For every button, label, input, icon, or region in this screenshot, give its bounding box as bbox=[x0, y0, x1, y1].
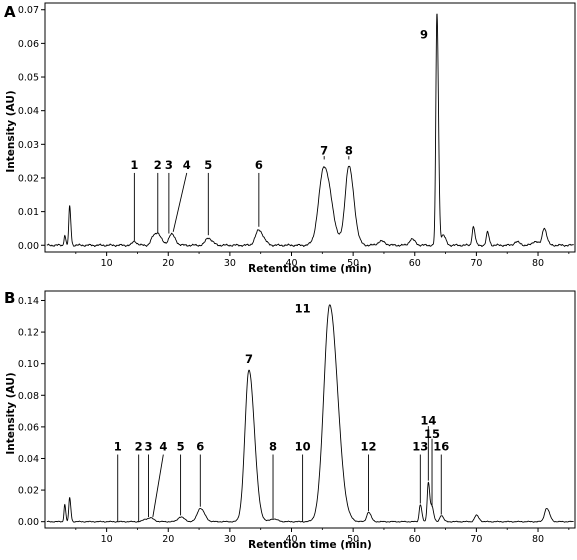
panel-a-peak-annotations: 1 2 3 4 5 6 7 8 9 bbox=[130, 27, 428, 241]
peak-label: 4 bbox=[183, 158, 191, 172]
x-tick-label: 20 bbox=[162, 258, 174, 269]
x-tick-label: 60 bbox=[409, 258, 421, 269]
y-tick-label: 0.03 bbox=[18, 140, 39, 151]
peak-label: 7 bbox=[245, 352, 253, 366]
peak-label: 9 bbox=[420, 27, 428, 41]
peak-label: 8 bbox=[269, 440, 277, 454]
x-tick-label: 30 bbox=[224, 258, 236, 269]
y-tick-label: 0.06 bbox=[18, 422, 39, 433]
panel-a-axis-ticks: 10 20 30 40 50 60 70 80 0.00 0.01 0.02 0.03 0.04 0.05… bbox=[18, 5, 570, 269]
x-tick-label: 70 bbox=[470, 534, 482, 545]
peak-label: 6 bbox=[196, 440, 204, 454]
panel-a-letter: A bbox=[4, 3, 16, 21]
x-tick-label: 30 bbox=[224, 534, 236, 545]
panel-b-chromatogram-trace bbox=[46, 304, 574, 523]
x-tick-label: 20 bbox=[162, 534, 174, 545]
peak-label: 6 bbox=[255, 158, 263, 172]
peak-label: 1 bbox=[114, 440, 122, 454]
x-tick-label: 80 bbox=[532, 534, 544, 545]
panel-b-y-axis-label: Intensity (AU) bbox=[5, 372, 17, 454]
y-tick-label: 0.02 bbox=[18, 173, 39, 184]
peak-label: 11 bbox=[295, 301, 311, 315]
peak-label: 3 bbox=[165, 158, 173, 172]
panel-b-plot-frame bbox=[44, 290, 576, 529]
y-tick-label: 0.01 bbox=[18, 207, 39, 218]
peak-marker-line bbox=[152, 454, 164, 518]
peak-label: 8 bbox=[345, 143, 353, 157]
panel-a-y-axis-label: Intensity (AU) bbox=[5, 90, 17, 172]
y-tick-label: 0.04 bbox=[18, 106, 39, 117]
peak-label: 15 bbox=[424, 427, 440, 441]
peak-label: 2 bbox=[154, 158, 162, 172]
y-tick-label: 0.06 bbox=[18, 39, 39, 50]
peak-label: 12 bbox=[361, 440, 377, 454]
y-tick-label: 0.00 bbox=[18, 517, 39, 528]
y-tick-label: 0.05 bbox=[18, 73, 39, 84]
y-tick-label: 0.00 bbox=[18, 241, 39, 252]
peak-label: 5 bbox=[177, 440, 185, 454]
panel-b-x-axis-label: Retention time (min) bbox=[248, 539, 372, 551]
panel-b-axis-ticks: 10 20 30 40 50 60 70 80 0.00 0.02 0.04 0.06 0.08 0.10… bbox=[18, 296, 570, 545]
peak-label: 13 bbox=[412, 440, 428, 454]
x-tick-label: 80 bbox=[532, 258, 544, 269]
panel-a: A 10 20 30 40 50 60 70 80 0.00 0.01 0.02 0.03 0.04 0.… bbox=[4, 2, 576, 275]
panel-b: B 10 20 30 40 50 60 70 80 0.00 0.02 0.04 0.06 0.08 0.… bbox=[4, 289, 576, 551]
panel-a-chromatogram-trace bbox=[46, 13, 574, 248]
y-tick-label: 0.08 bbox=[18, 391, 39, 402]
x-tick-label: 50 bbox=[347, 534, 359, 545]
peak-label: 14 bbox=[420, 414, 436, 428]
peak-label: 2 bbox=[135, 440, 143, 454]
peak-label: 5 bbox=[204, 158, 212, 172]
peak-label: 16 bbox=[433, 440, 449, 454]
x-tick-label: 40 bbox=[285, 534, 297, 545]
panel-a-x-axis-label: Retention time (min) bbox=[248, 263, 372, 275]
y-tick-label: 0.12 bbox=[18, 328, 39, 339]
x-tick-label: 10 bbox=[101, 534, 113, 545]
x-tick-label: 70 bbox=[470, 258, 482, 269]
peak-label: 1 bbox=[130, 158, 138, 172]
panel-a-plot-frame bbox=[44, 2, 576, 253]
x-tick-label: 60 bbox=[409, 534, 421, 545]
x-tick-label: 50 bbox=[347, 258, 359, 269]
y-tick-label: 0.10 bbox=[18, 359, 39, 370]
peak-label: 10 bbox=[295, 440, 311, 454]
peak-label: 3 bbox=[145, 440, 153, 454]
y-tick-label: 0.07 bbox=[18, 5, 39, 16]
panel-b-letter: B bbox=[4, 289, 15, 307]
y-tick-label: 0.02 bbox=[18, 486, 39, 497]
y-tick-label: 0.04 bbox=[18, 454, 39, 465]
peak-marker-line bbox=[172, 172, 188, 232]
peak-label: 7 bbox=[320, 143, 328, 157]
x-tick-label: 10 bbox=[101, 258, 113, 269]
x-tick-label: 40 bbox=[285, 258, 297, 269]
peak-label: 4 bbox=[159, 440, 167, 454]
y-tick-label: 0.14 bbox=[18, 296, 39, 307]
